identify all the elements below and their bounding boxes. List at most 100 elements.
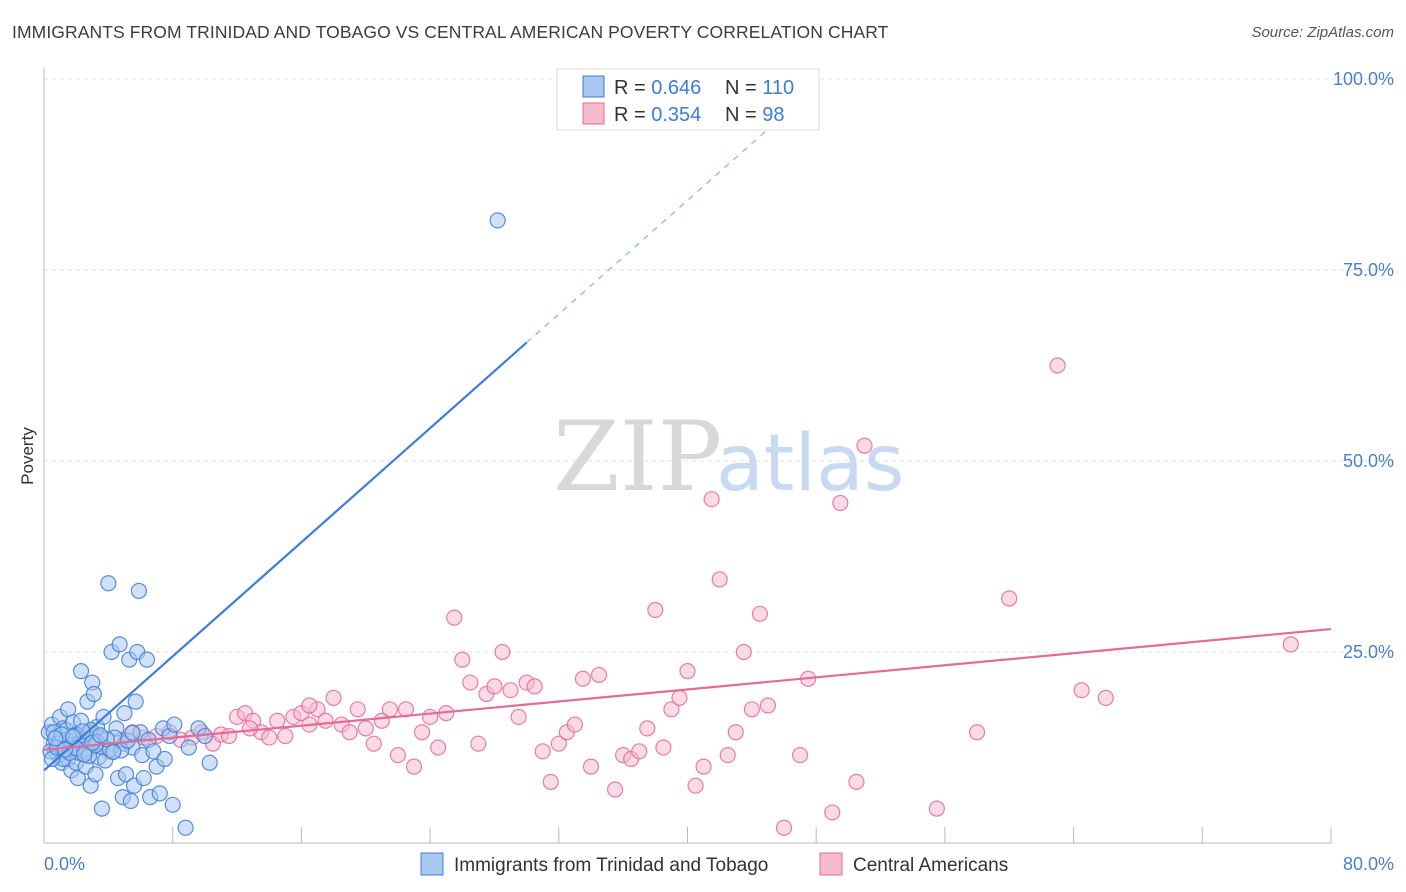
- central-americans-point: [494, 643, 511, 661]
- stats-legend-swatch-blue: [582, 75, 605, 98]
- svg-text:R = 0.646: R = 0.646: [614, 77, 701, 99]
- stats-r-value-blue: 0.646: [651, 77, 701, 99]
- central-americans-point: [582, 758, 600, 775]
- central-americans-point: [301, 697, 318, 714]
- svg-text:R = 0.354: R = 0.354: [614, 104, 701, 126]
- central-americans-point: [462, 674, 479, 691]
- trinidad-tobago-point: [180, 739, 197, 756]
- central-americans-point: [325, 689, 342, 706]
- central-americans-point: [590, 666, 608, 684]
- x-tick-label-min: 0.0%: [44, 854, 85, 874]
- stats-r-value-pink: 0.354: [651, 104, 701, 126]
- central-americans-point: [1001, 590, 1018, 607]
- trinidad-tobago-point: [166, 716, 183, 733]
- central-americans-point: [349, 701, 366, 718]
- central-americans-point: [743, 701, 760, 718]
- central-americans-point: [735, 643, 752, 661]
- stats-r-label-pink: R =: [614, 104, 651, 126]
- central-americans-point: [759, 697, 777, 714]
- central-americans-point: [792, 747, 809, 764]
- watermark-zip: ZIP: [553, 401, 722, 513]
- central-americans-point: [317, 712, 334, 729]
- y-tick-label: 50.0%: [1343, 451, 1394, 471]
- central-americans-point: [470, 735, 487, 752]
- central-americans-point: [663, 701, 680, 718]
- central-americans-point: [542, 773, 559, 790]
- central-americans-point: [751, 605, 768, 622]
- central-americans-point: [277, 727, 294, 745]
- central-americans-point: [486, 678, 503, 695]
- trinidad-tobago-point: [156, 750, 173, 768]
- trinidad-tobago-point: [111, 636, 128, 653]
- central-americans-point: [526, 678, 543, 695]
- central-americans-point: [241, 720, 259, 737]
- trinidad-tobago-point: [72, 662, 90, 680]
- central-americans-point: [454, 651, 471, 668]
- central-americans-point: [655, 739, 672, 756]
- series-legend-swatch-pink: [819, 852, 843, 876]
- central-americans-point: [574, 670, 592, 687]
- central-americans-point: [1049, 357, 1066, 374]
- chart-title: IMMIGRANTS FROM TRINIDAD AND TOBAGO VS C…: [12, 22, 889, 42]
- central-americans-point: [727, 724, 744, 741]
- series-legend: Immigrants from Trinidad and Tobago Cent…: [420, 852, 1008, 876]
- central-americans-point: [832, 494, 849, 512]
- central-americans-point: [631, 743, 648, 760]
- trinidad-tobago-point: [105, 743, 122, 761]
- svg-text:N = 110: N = 110: [725, 77, 794, 99]
- central-americans-point: [928, 800, 945, 817]
- trinidad-tobago-point: [127, 693, 144, 710]
- central-americans-point: [430, 739, 447, 756]
- central-americans-point: [647, 601, 664, 619]
- stats-n-label-blue: N =: [725, 77, 762, 99]
- trinidad-tobago-point: [145, 743, 162, 760]
- trinidad-tobago-point: [47, 730, 64, 747]
- central-americans-point: [968, 724, 986, 741]
- central-americans-point: [566, 716, 583, 733]
- central-americans-point: [639, 720, 656, 737]
- central-americans-point: [269, 712, 286, 729]
- stats-legend-swatch-pink: [582, 102, 605, 125]
- central-americans-point: [405, 758, 423, 775]
- trinidad-tobago-point: [130, 582, 148, 599]
- trinidad-tobago-point: [124, 724, 141, 742]
- central-americans-point: [824, 804, 841, 821]
- stats-r-label-blue: R =: [614, 77, 651, 99]
- stats-n-value-pink: 98: [762, 104, 784, 126]
- central-americans-point: [719, 747, 736, 764]
- watermark-atlas: atlas: [716, 419, 905, 509]
- central-americans-point: [446, 609, 463, 626]
- central-americans-point: [848, 773, 865, 790]
- trinidad-tobago-point: [122, 792, 139, 810]
- chart-source: Source: ZipAtlas.com: [1251, 24, 1394, 41]
- trinidad-tobago-point: [100, 575, 117, 592]
- y-tick-label: 25.0%: [1343, 642, 1394, 662]
- central-americans-point: [703, 491, 720, 508]
- series-legend-label-pink: Central Americans: [853, 855, 1008, 876]
- central-americans-point: [365, 735, 382, 752]
- central-americans-point: [711, 571, 728, 588]
- series-legend-label-blue: Immigrants from Trinidad and Tobago: [454, 855, 768, 876]
- series-legend-swatch-blue: [420, 852, 444, 876]
- trinidad-tobago-point: [489, 212, 506, 229]
- x-axis-ticks: [43, 827, 1332, 843]
- watermark: ZIP atlas: [553, 401, 905, 513]
- central-americans-point: [534, 743, 551, 760]
- central-americans-point: [261, 729, 278, 746]
- central-americans-point: [695, 758, 712, 775]
- trinidad-tobago-point: [85, 685, 102, 703]
- trinidad-tobago-point: [87, 766, 104, 783]
- trinidad-tobago-point: [69, 769, 86, 787]
- central-americans-point: [357, 720, 374, 737]
- stats-n-label-pink: N =: [725, 104, 762, 126]
- central-americans-trendline: [43, 627, 1332, 751]
- trinidad-tobago-trendline: [43, 341, 528, 772]
- central-americans-point: [502, 682, 519, 699]
- trendlines: [43, 86, 1332, 772]
- trinidad-tobago-point: [56, 741, 74, 758]
- central-americans-point: [510, 708, 527, 726]
- central-americans-point: [1097, 689, 1114, 706]
- trinidad-tobago-point: [164, 796, 181, 813]
- central-americans-point: [679, 662, 696, 680]
